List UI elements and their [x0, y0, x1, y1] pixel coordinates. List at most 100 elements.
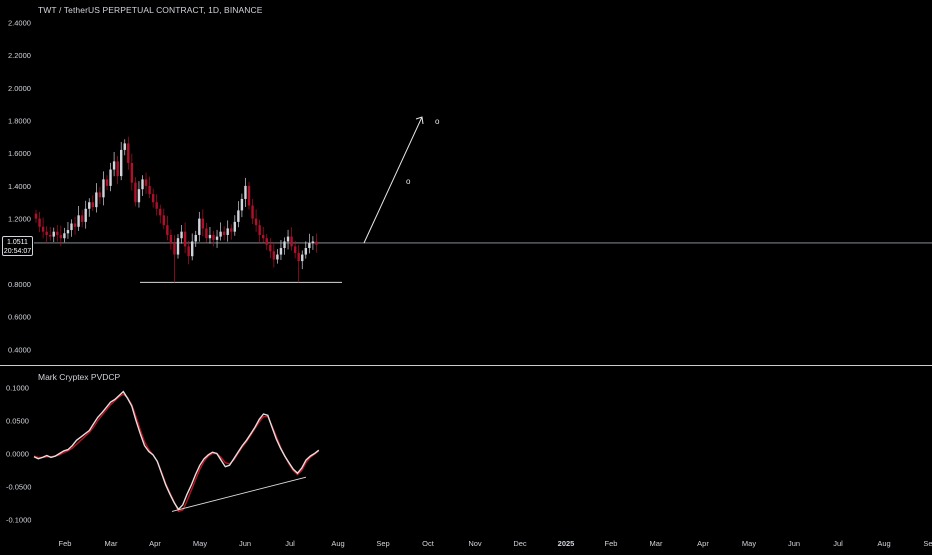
- indicator-y-tick-label: -0.0500: [6, 482, 31, 491]
- candle-body: [116, 161, 119, 177]
- candle-body: [233, 221, 236, 232]
- candle-body: [59, 234, 63, 239]
- candle: [301, 250, 304, 270]
- candle: [56, 224, 59, 242]
- projection-arrow-line: [363, 116, 423, 244]
- x-tick-label: Mar: [105, 539, 118, 548]
- candle: [38, 211, 41, 233]
- candle-body: [215, 236, 219, 240]
- candle-body: [286, 236, 290, 242]
- candle: [162, 208, 165, 230]
- candle: [226, 220, 229, 242]
- candle-body: [34, 213, 38, 219]
- indicator-line-white: [33, 390, 320, 511]
- candle: [88, 198, 91, 217]
- candle-body: [222, 231, 226, 235]
- y-tick-label: 2.4000: [8, 18, 31, 27]
- candle-body: [219, 231, 222, 237]
- y-tick-label: 0.6000: [8, 313, 31, 322]
- candle: [134, 177, 137, 207]
- candle-body: [123, 143, 126, 150]
- candle-body: [247, 185, 251, 206]
- candle-body: [56, 231, 59, 235]
- candle: [105, 175, 109, 190]
- x-tick-label: Mar: [650, 539, 663, 548]
- candle-body: [258, 225, 261, 235]
- candle-body: [237, 210, 240, 222]
- candle-body: [265, 238, 268, 245]
- candle-body: [98, 192, 102, 198]
- candle: [120, 141, 123, 181]
- candle: [130, 153, 134, 191]
- candle: [198, 211, 201, 242]
- x-tick-label: Feb: [59, 539, 72, 548]
- candle-body: [276, 254, 279, 260]
- candle-body: [41, 226, 45, 232]
- candle: [265, 234, 268, 251]
- candle-body: [283, 241, 286, 249]
- candle-body: [95, 192, 98, 208]
- candle-body: [70, 223, 73, 231]
- candle: [91, 195, 94, 212]
- candle: [173, 235, 176, 283]
- candle: [262, 226, 265, 243]
- candle: [247, 181, 251, 210]
- candle-body: [290, 236, 293, 247]
- candle: [41, 217, 45, 239]
- candle-body: [201, 218, 205, 229]
- candle: [187, 240, 190, 265]
- candle-body: [73, 223, 77, 227]
- candle-body: [137, 189, 141, 203]
- candle-body: [208, 234, 212, 239]
- current-price-badge: 1.0511 20:54:07: [2, 236, 33, 256]
- candle-body: [176, 238, 180, 255]
- candle-body: [109, 169, 112, 186]
- x-tick-label: Nov: [468, 539, 482, 548]
- candle-body: [198, 218, 201, 235]
- y-tick-label: 1.8000: [8, 117, 31, 126]
- candle: [116, 155, 119, 185]
- candle: [191, 233, 194, 261]
- candle: [254, 209, 258, 232]
- candle-body: [191, 241, 194, 257]
- candle-body: [120, 149, 123, 177]
- x-tick-label: Dec: [513, 539, 527, 548]
- candle: [290, 227, 293, 251]
- candle: [148, 176, 151, 199]
- candle-body: [315, 241, 318, 245]
- candle-body: [230, 228, 233, 232]
- candle: [73, 216, 77, 235]
- current-price-value: 1.0511: [7, 239, 28, 246]
- candle: [183, 222, 187, 254]
- chart-title: TWT / TetherUS PERPETUAL CONTRACT, 1D, B…: [38, 5, 263, 15]
- candle-body: [52, 231, 55, 237]
- candle: [237, 201, 240, 228]
- candle-body: [254, 218, 258, 226]
- candle: [123, 139, 126, 156]
- candle: [283, 237, 286, 255]
- candle-body: [155, 202, 158, 209]
- candle: [251, 198, 254, 224]
- candle-body: [169, 234, 173, 244]
- candle: [215, 229, 219, 248]
- candle-body: [151, 194, 155, 203]
- candle: [70, 219, 73, 237]
- x-tick-label: Apr: [149, 539, 161, 548]
- candle: [176, 234, 180, 259]
- candle-body: [112, 161, 116, 170]
- candle-body: [240, 198, 244, 211]
- candle-body: [293, 246, 297, 253]
- bar-countdown: 20:54:07: [3, 248, 32, 255]
- wave-marker-label: o: [435, 117, 440, 126]
- candle-body: [102, 179, 105, 198]
- x-tick-label: Jul: [285, 539, 295, 548]
- candle: [258, 219, 261, 243]
- divergence-trendline: [171, 476, 307, 512]
- candle: [109, 162, 112, 192]
- y-tick-label: 0.8000: [8, 280, 31, 289]
- candle: [169, 229, 173, 250]
- x-tick-label: Jul: [833, 539, 843, 548]
- candle-body: [212, 234, 215, 240]
- candle-body: [301, 254, 304, 262]
